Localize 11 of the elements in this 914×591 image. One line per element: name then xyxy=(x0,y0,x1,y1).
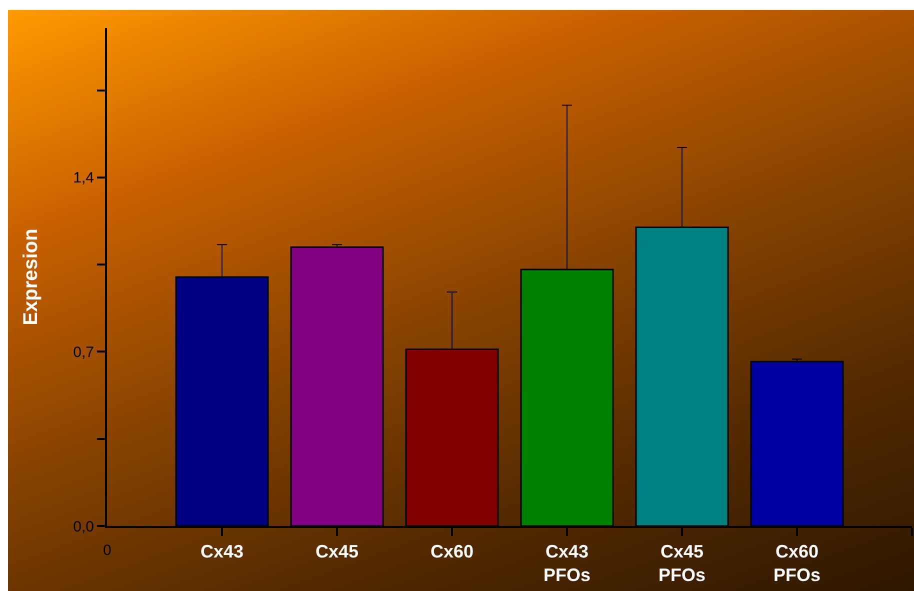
y-axis-title: Expresion xyxy=(20,228,42,326)
x-tick-label: Cx60 PFOs xyxy=(773,542,821,585)
x-tick-label: Cx43 PFOs xyxy=(543,542,591,585)
x-tick-label: Cx60 xyxy=(430,542,474,562)
y-tick-label: 1,4 xyxy=(73,170,94,187)
y-tick-label: 0,7 xyxy=(73,344,94,361)
text: 0 xyxy=(103,542,112,559)
y-tick-label: 0,0 xyxy=(73,518,94,536)
x-tick-label: Cx43 xyxy=(200,542,244,562)
x-tick-label: Cx45 xyxy=(315,542,359,562)
x-tick-label: Cx45 PFOs xyxy=(658,542,706,585)
